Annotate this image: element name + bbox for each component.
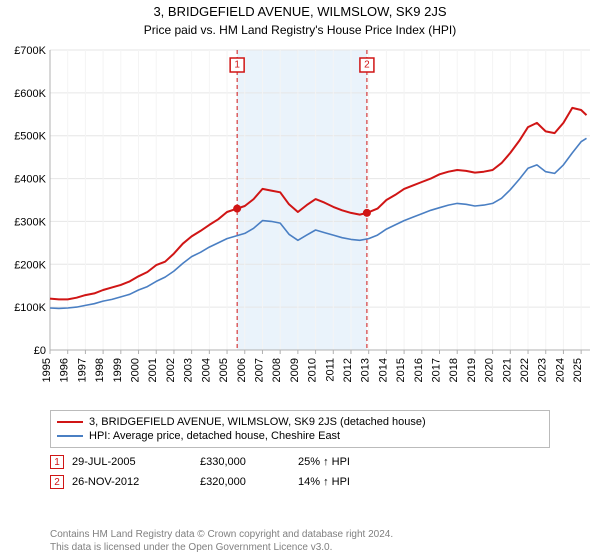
svg-text:2002: 2002 [165, 358, 177, 382]
sale-row: 1 29-JUL-2005 £330,000 25% ↑ HPI [50, 452, 550, 472]
sale-price: £330,000 [200, 456, 290, 468]
svg-text:2019: 2019 [466, 358, 478, 382]
svg-text:2010: 2010 [307, 358, 319, 382]
legend-swatch [57, 421, 83, 423]
legend-label: 3, BRIDGEFIELD AVENUE, WILMSLOW, SK9 2JS… [89, 416, 426, 428]
sale-marker-icon: 2 [50, 475, 64, 489]
legend-label: HPI: Average price, detached house, Ches… [89, 430, 340, 442]
svg-text:2: 2 [364, 60, 370, 71]
svg-text:1998: 1998 [94, 358, 106, 382]
legend-item: 3, BRIDGEFIELD AVENUE, WILMSLOW, SK9 2JS… [57, 415, 543, 429]
svg-text:£400K: £400K [14, 174, 46, 186]
legend-item: HPI: Average price, detached house, Ches… [57, 429, 543, 443]
footer-attribution: Contains HM Land Registry data © Crown c… [50, 528, 550, 554]
svg-text:2003: 2003 [183, 358, 195, 382]
svg-text:1996: 1996 [59, 358, 71, 382]
chart-title: 3, BRIDGEFIELD AVENUE, WILMSLOW, SK9 2JS [0, 0, 600, 19]
svg-text:2017: 2017 [431, 358, 443, 382]
svg-text:£600K: £600K [14, 88, 46, 100]
legend-swatch [57, 435, 83, 437]
sale-date: 26-NOV-2012 [72, 476, 192, 488]
svg-text:£200K: £200K [14, 259, 46, 271]
chart-area: £0 £100K £200K £300K £400K £500K £600K £700K 199… [0, 44, 600, 404]
svg-text:£0: £0 [34, 345, 46, 357]
svg-text:2012: 2012 [342, 358, 354, 382]
svg-text:2008: 2008 [271, 358, 283, 382]
svg-text:£500K: £500K [14, 131, 46, 143]
svg-text:2014: 2014 [377, 358, 389, 382]
chart-subtitle: Price paid vs. HM Land Registry's House … [0, 19, 600, 43]
svg-text:1: 1 [234, 60, 240, 71]
svg-text:2020: 2020 [484, 358, 496, 382]
svg-text:2001: 2001 [147, 358, 159, 382]
svg-text:2000: 2000 [130, 358, 142, 382]
line-chart-svg: £0 £100K £200K £300K £400K £500K £600K £700K 199… [0, 44, 600, 404]
sale-date: 29-JUL-2005 [72, 456, 192, 468]
sale-marker-number: 1 [54, 457, 60, 468]
svg-text:£700K: £700K [14, 45, 46, 57]
footer-line: This data is licensed under the Open Gov… [50, 541, 550, 554]
sale-marker-number: 2 [54, 477, 60, 488]
svg-text:2009: 2009 [289, 358, 301, 382]
sale-marker-icon: 1 [50, 455, 64, 469]
sale-row: 2 26-NOV-2012 £320,000 14% ↑ HPI [50, 472, 550, 492]
svg-text:2005: 2005 [218, 358, 230, 382]
svg-text:2007: 2007 [253, 358, 265, 382]
svg-text:£100K: £100K [14, 302, 46, 314]
sales-table: 1 29-JUL-2005 £330,000 25% ↑ HPI 2 26-NO… [50, 452, 550, 492]
svg-text:2023: 2023 [537, 358, 549, 382]
svg-text:2025: 2025 [572, 358, 584, 382]
svg-text:2018: 2018 [448, 358, 460, 382]
svg-text:2016: 2016 [413, 358, 425, 382]
svg-text:2011: 2011 [324, 358, 336, 382]
svg-text:1997: 1997 [76, 358, 88, 382]
svg-text:2024: 2024 [554, 358, 566, 382]
svg-text:2006: 2006 [236, 358, 248, 382]
sale-hpi-delta: 14% ↑ HPI [298, 476, 418, 488]
svg-text:£300K: £300K [14, 216, 46, 228]
sale-price: £320,000 [200, 476, 290, 488]
svg-text:2013: 2013 [360, 358, 372, 382]
svg-text:2015: 2015 [395, 358, 407, 382]
svg-text:1999: 1999 [112, 358, 124, 382]
svg-text:2022: 2022 [519, 358, 531, 382]
legend: 3, BRIDGEFIELD AVENUE, WILMSLOW, SK9 2JS… [50, 410, 550, 448]
sale-hpi-delta: 25% ↑ HPI [298, 456, 418, 468]
svg-text:2021: 2021 [501, 358, 513, 382]
footer-line: Contains HM Land Registry data © Crown c… [50, 528, 550, 541]
svg-text:2004: 2004 [200, 358, 212, 382]
svg-text:1995: 1995 [41, 358, 53, 382]
